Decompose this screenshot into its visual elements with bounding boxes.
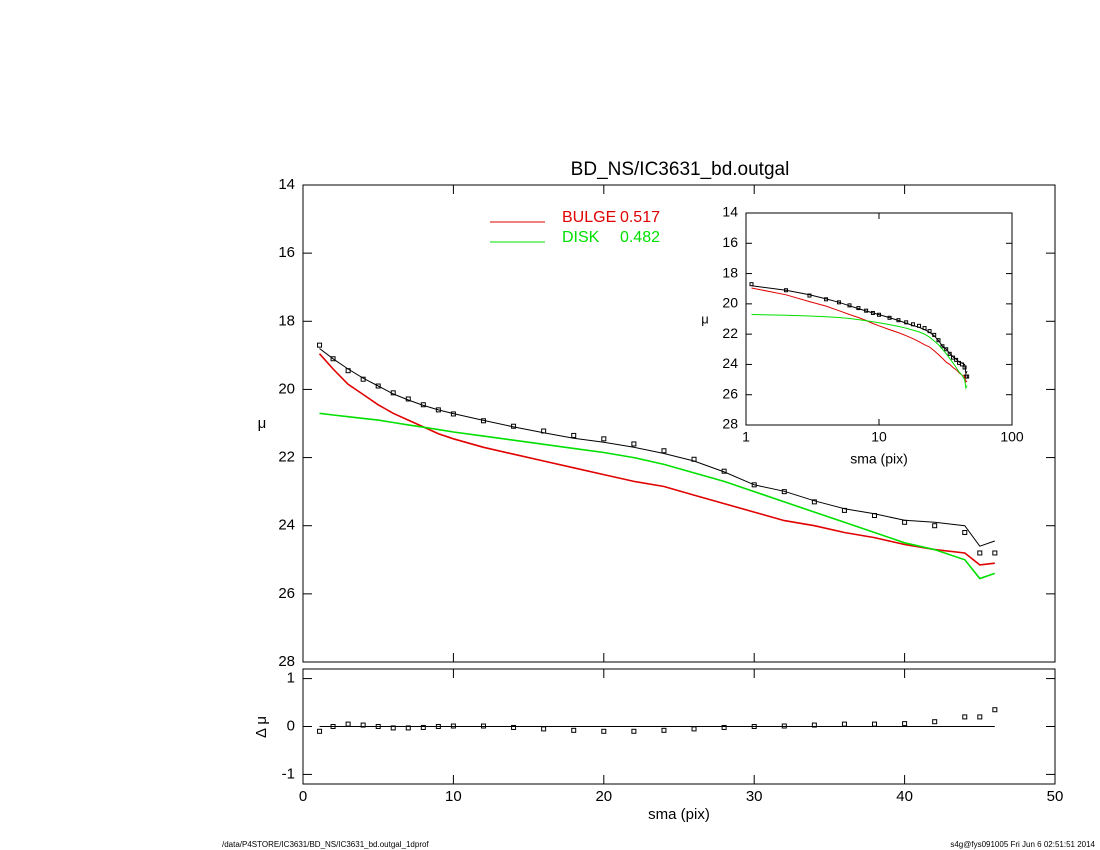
- legend-fraction: 0.517: [620, 209, 660, 226]
- data-point: [932, 523, 938, 529]
- y-tick-label: 1: [287, 670, 295, 687]
- x-tick-label: 0: [299, 788, 307, 805]
- residual-point: [902, 721, 908, 727]
- y-tick-label: 26: [278, 585, 295, 602]
- x-tick-label: 50: [1047, 788, 1064, 805]
- legend-fraction: 0.482: [620, 229, 660, 246]
- y-tick-label: 14: [722, 204, 738, 220]
- residual-point: [450, 723, 456, 729]
- y-tick-label: 22: [278, 449, 295, 466]
- y-tick-label: 24: [722, 355, 738, 371]
- data-point: [977, 550, 983, 556]
- residual-point: [977, 714, 983, 720]
- component-line: [751, 314, 968, 390]
- plot-frame: [302, 184, 1056, 663]
- residual-point: [480, 723, 486, 729]
- x-tick-label: 10: [445, 788, 462, 805]
- x-tick-label: 10: [871, 429, 887, 445]
- residual-point: [511, 724, 517, 730]
- data-point: [947, 351, 952, 356]
- data-point: [962, 530, 968, 536]
- residual-point: [405, 725, 411, 731]
- residual-point: [781, 723, 787, 729]
- legend-label: DISK: [562, 229, 600, 246]
- y-tick-label: 20: [278, 380, 295, 397]
- data-point: [936, 338, 941, 343]
- footer-right: s4g@fys091005 Fri Jun 6 02:51:51 2014: [950, 840, 1095, 849]
- y-tick-label: 22: [722, 325, 738, 341]
- residual-point: [691, 726, 697, 732]
- residual-point: [420, 724, 426, 730]
- residual-point: [435, 724, 441, 729]
- data-point: [965, 374, 970, 379]
- data-point: [811, 499, 817, 505]
- residual-point: [601, 728, 607, 734]
- residual-point: [317, 728, 323, 734]
- y-tick-label: 28: [278, 653, 295, 670]
- data-point: [601, 436, 607, 442]
- inset-x-label: sma (pix): [850, 451, 908, 467]
- x-tick-label: 30: [746, 788, 763, 805]
- data-point: [992, 550, 998, 556]
- chart-title: BD_NS/IC3631_bd.outgal: [571, 159, 790, 180]
- data-point: [375, 383, 381, 389]
- y-tick-label: 14: [278, 176, 295, 193]
- y-tick-label: 18: [722, 264, 738, 280]
- residual-point: [360, 722, 366, 728]
- component-line: [751, 287, 968, 383]
- residual-point: [962, 714, 968, 720]
- residual-point: [631, 728, 637, 734]
- residual-point: [841, 721, 847, 727]
- residual-point: [751, 724, 757, 729]
- residual-point: [811, 722, 817, 728]
- inset-background: [746, 213, 1012, 425]
- residual-point: [932, 719, 938, 725]
- data-point: [631, 441, 637, 447]
- x-tick-label: 40: [896, 788, 913, 805]
- data-point: [661, 448, 667, 454]
- y-tick-label: 18: [278, 312, 295, 329]
- y-tick-label: 26: [722, 385, 738, 401]
- model-line: [751, 285, 968, 376]
- x-axis-label: sma (pix): [648, 806, 710, 823]
- data-point: [944, 347, 949, 352]
- residual-point: [872, 721, 878, 727]
- data-point: [940, 344, 945, 349]
- residual-point: [721, 724, 727, 730]
- x-tick-label: 100: [1000, 429, 1024, 445]
- residual-point: [375, 724, 381, 729]
- residual-point: [345, 721, 351, 727]
- y-tick-label: 28: [722, 416, 738, 432]
- residual-point: [330, 724, 336, 729]
- data-point: [317, 342, 323, 348]
- component-line: [318, 353, 995, 566]
- x-tick-label: 1: [742, 429, 750, 445]
- y-tick-label: 16: [278, 244, 295, 261]
- inset-y-label: μ: [701, 311, 709, 326]
- residual-point: [571, 727, 577, 733]
- y-tick-label: 24: [278, 517, 295, 534]
- legend-label: BULGE: [562, 209, 616, 226]
- y-tick-label: 20: [722, 295, 738, 311]
- residual-point: [661, 727, 667, 733]
- y-tick-label: -1: [282, 765, 295, 782]
- component-line: [319, 412, 996, 580]
- data-point: [571, 432, 577, 438]
- residual-y-label: Δ μ: [253, 716, 270, 738]
- residual-point: [992, 707, 998, 713]
- y-axis-label: μ: [258, 415, 267, 432]
- x-tick-label: 20: [595, 788, 612, 805]
- y-tick-label: 16: [722, 234, 738, 250]
- model-line: [319, 348, 995, 547]
- data-point: [902, 519, 908, 525]
- data-point: [330, 356, 336, 362]
- footer-left: /data/P4STORE/IC3631/BD_NS/IC3631_bd.out…: [222, 840, 429, 849]
- residual-point: [541, 726, 547, 732]
- y-tick-label: 0: [287, 717, 295, 734]
- residual-point: [390, 725, 396, 731]
